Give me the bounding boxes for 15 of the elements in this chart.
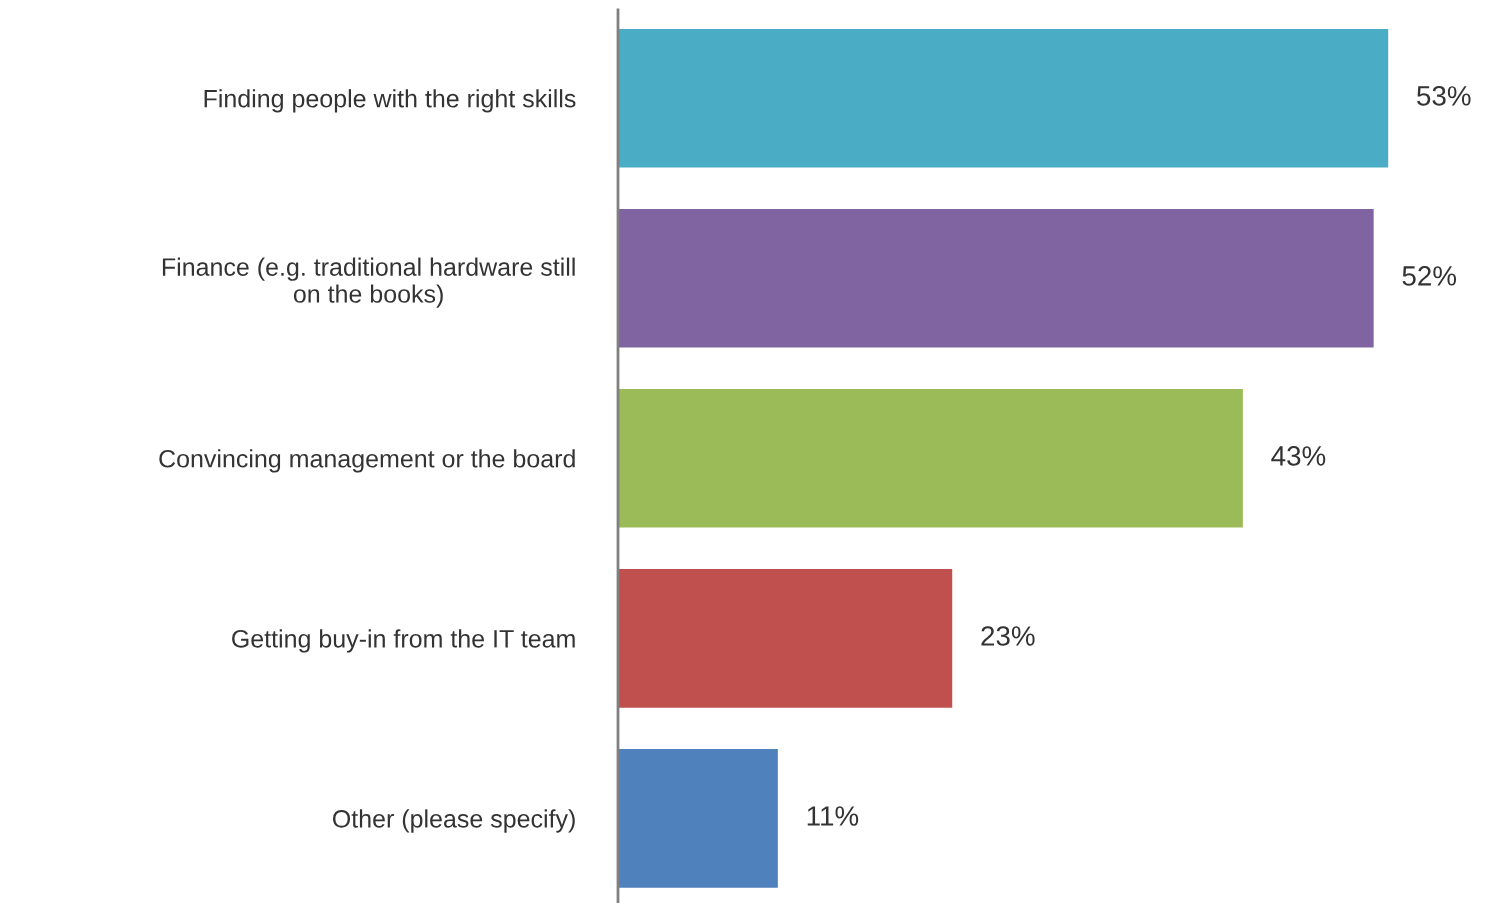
y-tick-label: Convincing management or the board [159,449,575,473]
y-tick-label: Getting buy-in from the IT team [232,629,575,653]
bar [618,388,1243,528]
bar [618,208,1374,348]
y-tick-label: Finance (e.g. traditional hardware still on the books) [162,257,575,308]
bar [618,749,778,888]
bar [618,569,953,708]
y-tick-label: Other (please specify) [332,809,575,833]
data-label: 52% [1402,266,1457,286]
data-label: 53% [1417,86,1471,106]
data-label: 23% [981,626,1035,646]
data-label: 43% [1271,446,1326,466]
bar [618,28,1389,168]
data-label: 11% [807,806,859,826]
y-tick-label: Finding people with the right skills [204,89,576,113]
